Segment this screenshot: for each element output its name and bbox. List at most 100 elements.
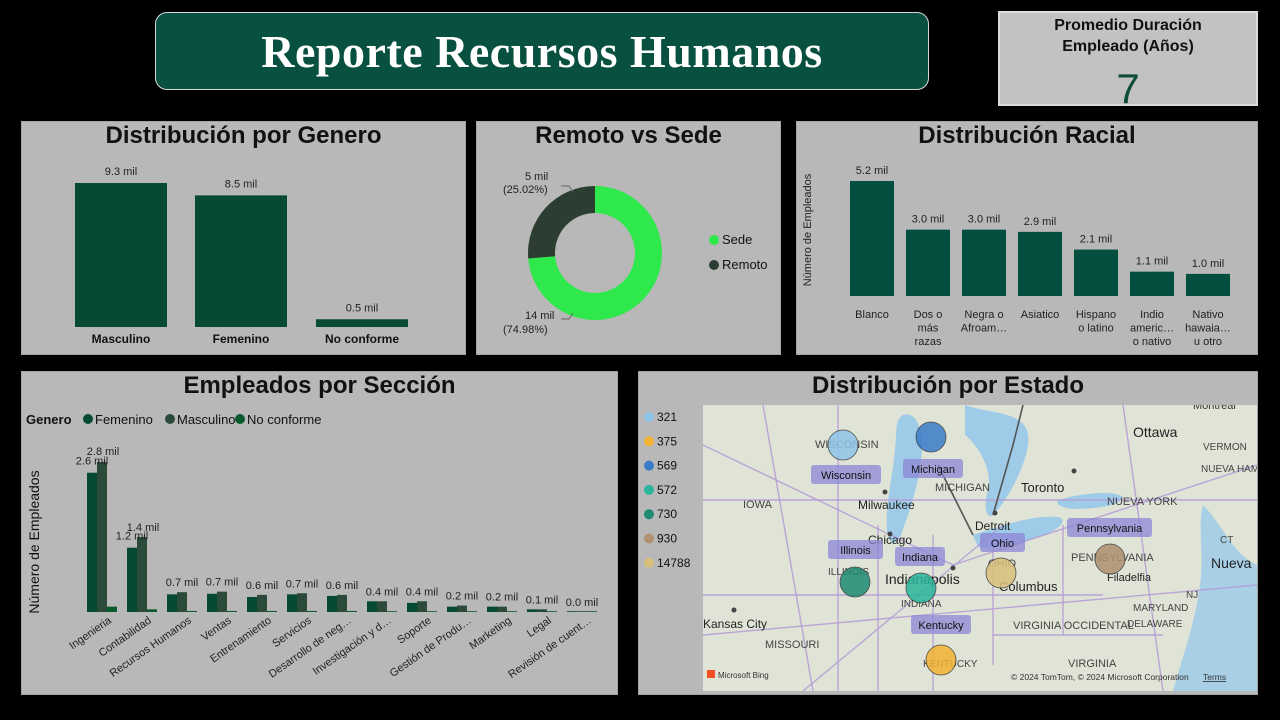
map-place-label-6: Columbus: [999, 579, 1058, 594]
map-state-pill-1: [903, 459, 963, 478]
kpi-label-line1: Promedio Duración: [1054, 17, 1202, 34]
remote-chart-card[interactable]: Remoto vs Sede 14 mil (74.98%) 5 mil (25.02…: [476, 121, 781, 355]
map-border-1: [937, 464, 974, 536]
gender-bar-value-0: 9.3 mil: [105, 166, 137, 178]
map-state-pill-6: [1067, 518, 1152, 537]
section-bar-1-1: [137, 537, 147, 612]
section-bar-3-1: [217, 591, 227, 612]
legend-label-remoto: Remoto: [722, 257, 768, 272]
map-place-label-11: VERMON: [1203, 442, 1247, 453]
map-legend-dot-2: [644, 460, 654, 471]
race-bar-0: [850, 181, 894, 296]
map-card[interactable]: Distribución por Estado 321 375 569 572 730 9…: [638, 371, 1258, 695]
map-brand-label: Microsoft Bing: [718, 671, 769, 680]
map-place-label-13: NUEVA YORK: [1107, 496, 1178, 508]
section-chart-card[interactable]: Empleados por Sección Genero Femenino Masc…: [21, 371, 618, 695]
section-bar-12-0: [567, 611, 577, 612]
section-bar-6-0: [327, 595, 337, 612]
race-y-axis-label: Número de Empleados: [802, 173, 814, 286]
race-category-1-1: más: [918, 323, 939, 335]
race-category-6-1: hawaia…: [1185, 323, 1231, 335]
lake-ontario: [1057, 493, 1123, 509]
section-legend-label-2: No conforme: [247, 412, 321, 427]
section-label-ing-masc: 2.8 mil: [87, 446, 119, 458]
section-bar-11-0: [527, 609, 537, 612]
map-place-label-12: NUEVA HAM: [1201, 464, 1257, 475]
map-place-label-7: Kansas City: [703, 617, 767, 631]
section-total-9: 0.2 mil: [446, 591, 478, 603]
section-bar-11-1: [537, 609, 547, 612]
map-place-label-0: Ottawa: [1133, 424, 1178, 440]
race-category-4-0: Hispano: [1076, 309, 1116, 321]
section-legend-label-1: Masculino: [177, 412, 236, 427]
section-category-10: Marketing: [467, 615, 513, 653]
section-bar-7-1: [377, 601, 387, 612]
bing-logo-icon: [707, 670, 715, 678]
map-state-label-4: Ohio: [991, 538, 1014, 550]
map-state-label-6: Pennsylvania: [1077, 523, 1143, 535]
race-bar-1: [906, 229, 950, 296]
lake-huron: [965, 405, 1029, 516]
map-place-label-4: Detroit: [975, 519, 1011, 533]
section-bar-2-2: [187, 610, 197, 612]
map-city-dot-0: [882, 489, 888, 495]
map-bubble-1: [915, 421, 947, 453]
legend-label-sede: Sede: [722, 232, 752, 247]
map-place-label-2: Milwaukee: [858, 498, 915, 512]
map-copyright: © 2024 TomTom, © 2024 Microsoft Corporat…: [1011, 672, 1189, 682]
remote-chart-title: Remoto vs Sede: [535, 122, 722, 149]
map-place-label-10: Montreal: [1193, 405, 1236, 412]
section-bar-12-1: [577, 611, 587, 612]
section-total-6: 0.6 mil: [326, 580, 358, 592]
map-legend-dot-1: [644, 436, 654, 447]
section-bar-3-0: [207, 593, 217, 612]
map-bubble-6: [925, 644, 957, 676]
section-total-10: 0.2 mil: [486, 592, 518, 604]
donut-leader-sede: [561, 312, 574, 320]
section-category-11: Legal: [525, 615, 554, 640]
legend-dot-remoto: [709, 260, 719, 270]
gender-bar-0: [75, 183, 167, 327]
section-legend-dot-2: [235, 414, 245, 424]
race-category-1-0: Dos o: [914, 309, 943, 321]
map-road-10: [703, 444, 954, 566]
section-bar-4-1: [257, 594, 267, 612]
section-bar-8-2: [427, 611, 437, 612]
map-place-label-8: Filadelfia: [1107, 572, 1152, 584]
remote-donut-chart: 14 mil (74.98%) 5 mil(25.02%) Sede Remoto: [503, 171, 768, 336]
map-state-label-3: Indiana: [902, 552, 939, 564]
map-place-label-24: VIRGINIA OCCIDENTAL: [1013, 620, 1134, 632]
map-terms-link: Terms: [1203, 672, 1226, 682]
race-category-6-0: Nativo: [1192, 309, 1223, 321]
race-chart-card[interactable]: Distribución Racial Número de Empleados 5…: [796, 121, 1258, 355]
section-label-cont-fem: 1.2 mil: [116, 531, 148, 543]
gender-chart-card[interactable]: Distribución por Genero 9.3 mil Masculino…: [21, 121, 466, 355]
map-legend-dot-3: [644, 484, 654, 495]
report-title: Reporte Recursos Humanos: [261, 25, 823, 77]
map-bubble-2: [839, 566, 871, 598]
gender-bar-1: [195, 195, 287, 327]
race-bar-value-0: 5.2 mil: [856, 165, 888, 177]
section-bar-4-2: [267, 610, 277, 612]
map-state-label-0: Wisconsin: [821, 470, 871, 482]
section-bar-0-0: [87, 472, 97, 612]
section-bar-6-1: [337, 594, 347, 612]
donut-leader-remoto: [561, 185, 574, 193]
kpi-label-line2: Empleado (Años): [1062, 38, 1194, 55]
map-place-label-28: CT: [1220, 535, 1233, 546]
race-category-0-0: Blanco: [855, 309, 889, 321]
map-road-8: [762, 405, 814, 691]
section-bar-7-2: [387, 611, 397, 612]
race-category-2-0: Negra o: [964, 309, 1003, 321]
race-category-3-0: Asiatico: [1021, 309, 1060, 321]
kpi-card-average-tenure[interactable]: Promedio Duración Empleado (Años) 7: [998, 11, 1258, 106]
section-category-3: Ventas: [199, 614, 234, 643]
section-total-7: 0.4 mil: [366, 586, 398, 598]
map-place-label-23: VIRGINIA: [1068, 658, 1117, 670]
map-place-label-21: MISSOURI: [765, 639, 819, 651]
gender-category-1: Femenino: [213, 332, 270, 346]
map-bubble-5: [1094, 543, 1126, 575]
donut-label-remoto-pct: (25.02%): [503, 184, 548, 196]
donut-label-remoto-value: 5 mil: [525, 171, 548, 183]
map-canvas[interactable]: OttawaTorontoMilwaukeeChicagoDetroitIndi…: [703, 405, 1257, 691]
